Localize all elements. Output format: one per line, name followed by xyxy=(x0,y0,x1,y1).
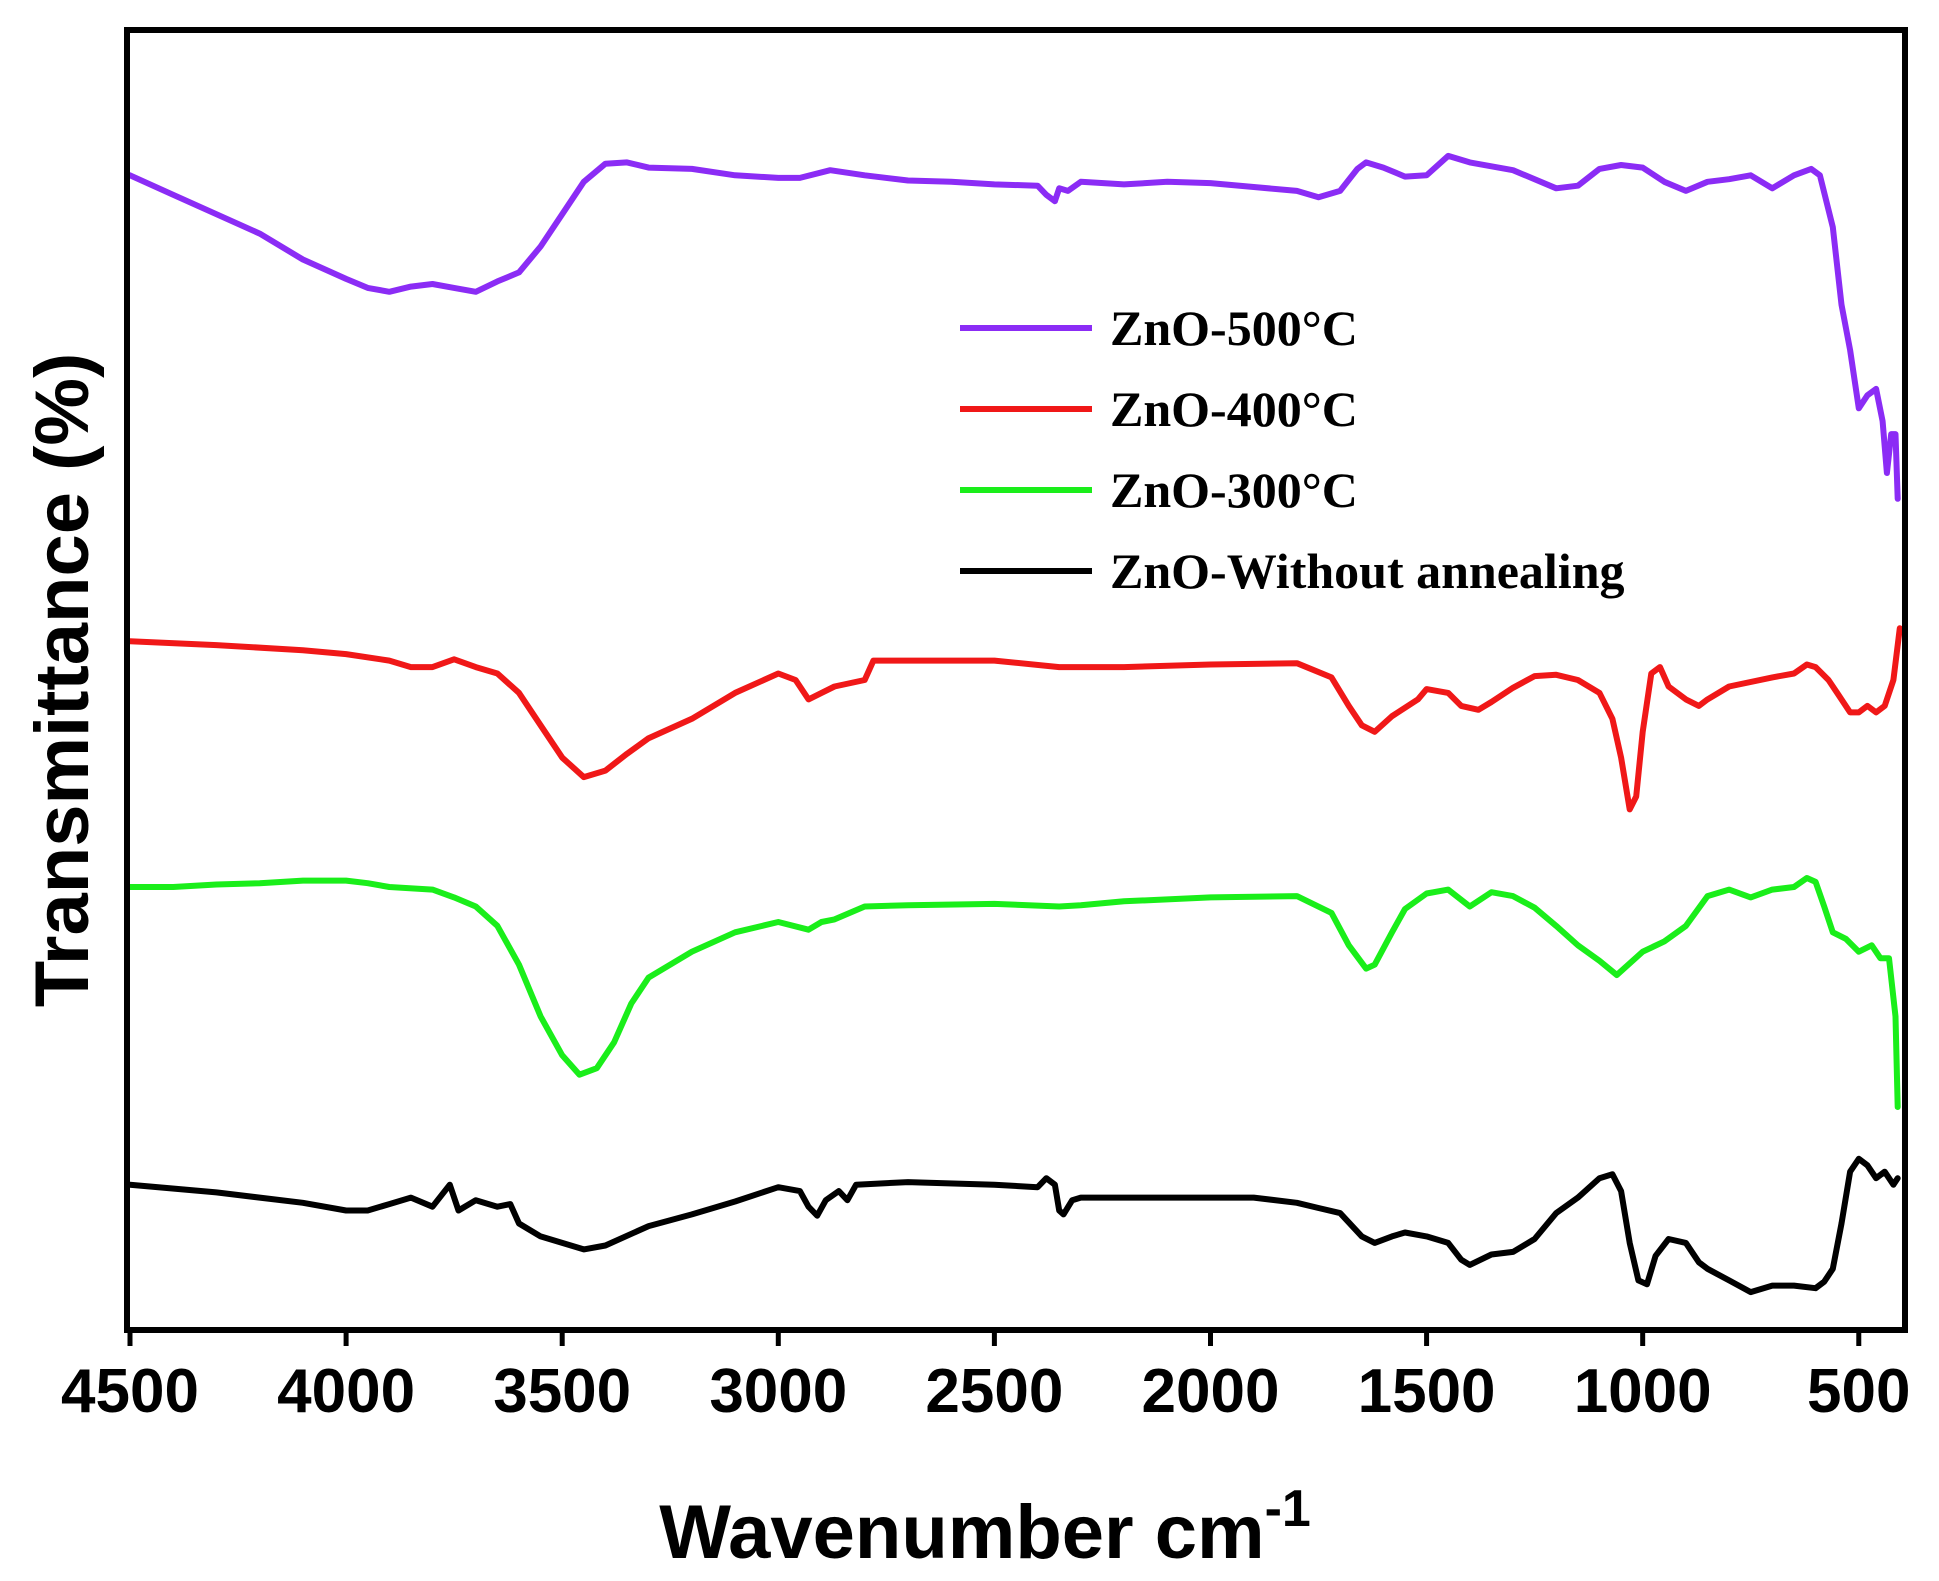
x-tick-label-2: 3500 xyxy=(493,1357,631,1426)
series-line-2 xyxy=(127,875,1901,1110)
x-tick-label-1: 4000 xyxy=(277,1357,415,1426)
x-tick-label-5: 2000 xyxy=(1142,1357,1280,1426)
x-axis-title: Wavenumber cm-1 xyxy=(659,1480,1311,1575)
x-tick-label-3: 3000 xyxy=(709,1357,847,1426)
legend-label-3: ZnO-Without annealing xyxy=(1110,543,1625,599)
x-axis: 4500 4000 3500 3000 2500 2000 1500 1000 500 xyxy=(61,1330,1911,1426)
x-tick-label-7: 1000 xyxy=(1574,1357,1712,1426)
y-axis-title: Transmittance (%) xyxy=(20,353,105,1008)
x-tick-label-6: 1500 xyxy=(1358,1357,1496,1426)
legend-label-2: ZnO-300°C xyxy=(1110,462,1358,518)
x-axis-title-text: Wavenumber cm xyxy=(659,1490,1264,1575)
series-layer xyxy=(127,152,1903,1296)
series-line-1 xyxy=(127,625,1903,813)
x-axis-title-superscript: -1 xyxy=(1265,1480,1311,1538)
legend-label-0: ZnO-500°C xyxy=(1110,300,1358,356)
x-tick-label-8: 500 xyxy=(1807,1357,1910,1426)
plot-frame xyxy=(124,27,1908,1333)
x-tick-label-4: 2500 xyxy=(925,1357,1063,1426)
series-line-0 xyxy=(127,152,1901,502)
legend: ZnO-500°C ZnO-400°C ZnO-300°C ZnO-Without a… xyxy=(960,300,1625,599)
series-line-3 xyxy=(127,1155,1901,1296)
legend-label-1: ZnO-400°C xyxy=(1110,381,1358,437)
x-tick-label-0: 4500 xyxy=(61,1357,199,1426)
